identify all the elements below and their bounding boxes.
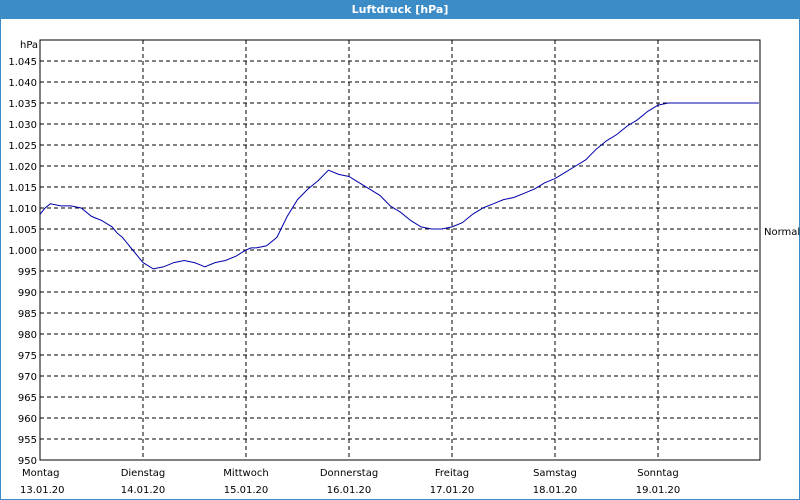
x-tick-date: 18.01.20 [533, 485, 578, 496]
y-tick-label: 1.000 [8, 246, 37, 257]
x-tick-date: 14.01.20 [121, 485, 166, 496]
y-tick-label: 975 [18, 351, 37, 362]
x-tick-date: 15.01.20 [224, 485, 269, 496]
y-tick-label: 1.015 [8, 183, 37, 194]
x-tick-weekday: Sonntag [637, 468, 679, 479]
y-tick-label: 995 [18, 267, 37, 278]
x-tick-weekday: Donnerstag [320, 468, 378, 479]
y-tick-label: 970 [18, 372, 37, 383]
y-tick-label: 1.035 [8, 99, 37, 110]
y-tick-label: 1.040 [8, 78, 37, 89]
x-tick-weekday: Montag [22, 468, 59, 479]
grid [40, 40, 760, 460]
y-unit-label: hPa [20, 40, 38, 51]
y-tick-label: 1.030 [8, 120, 37, 131]
y-tick-label: 1.045 [8, 57, 37, 68]
y-tick-label: 950 [18, 456, 37, 467]
chart-title: Luftdruck [hPa] [1, 1, 799, 19]
y-axis: 950 955 960 965 970 975 980 985 990 995 1.000 1.005… [8, 57, 37, 467]
x-tick-date: 13.01.20 [20, 485, 65, 496]
x-tick-weekday: Samstag [533, 468, 577, 479]
x-tick-weekday: Dienstag [121, 468, 166, 479]
y-tick-label: 960 [18, 414, 37, 425]
y-tick-label: 1.020 [8, 162, 37, 173]
y-tick-label: 990 [18, 288, 37, 299]
series-line [39, 102, 759, 270]
x-axis: Montag 13.01.20 Dienstag 14.01.20 Mittwoch 15… [20, 468, 680, 496]
x-tick-date: 19.01.20 [636, 485, 681, 496]
y-tick-label: 955 [18, 435, 37, 446]
x-tick-date: 17.01.20 [430, 485, 475, 496]
y-tick-label: 1.010 [8, 204, 37, 215]
y-tick-label: 1.025 [8, 141, 37, 152]
x-tick-date: 16.01.20 [327, 485, 372, 496]
y-tick-label: 980 [18, 330, 37, 341]
x-tick-weekday: Freitag [435, 468, 469, 479]
y-tick-label: 985 [18, 309, 37, 320]
x-tick-weekday: Mittwoch [223, 468, 268, 479]
reference-label: Normal [764, 227, 800, 238]
y-tick-label: 1.005 [8, 225, 37, 236]
y-tick-label: 965 [18, 393, 37, 404]
